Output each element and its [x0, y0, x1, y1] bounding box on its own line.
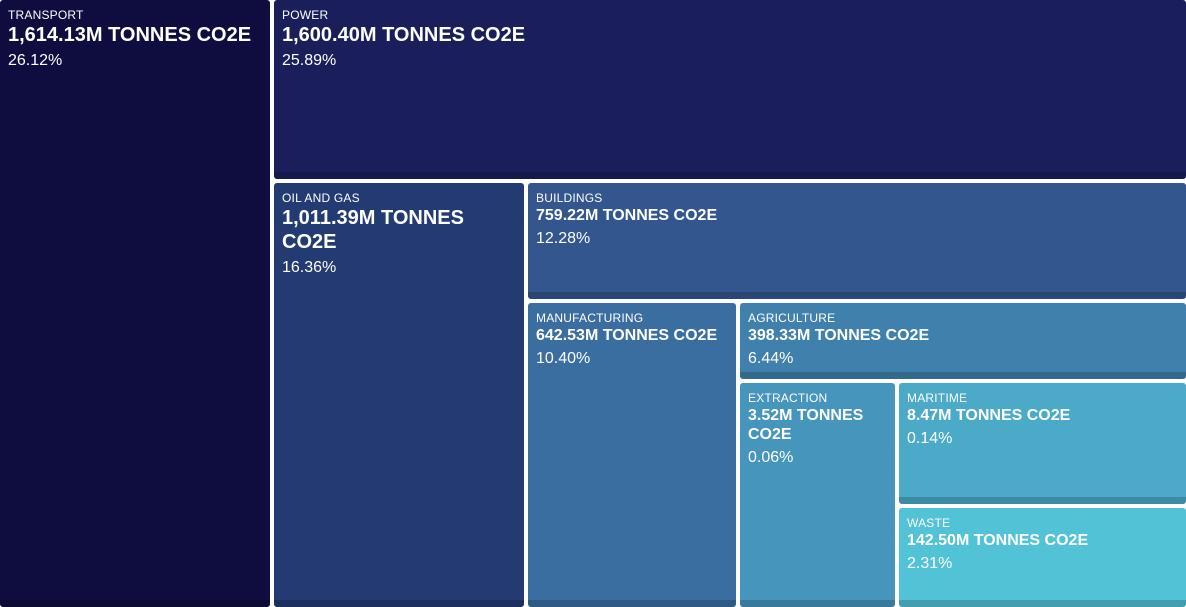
treemap-tile-extraction[interactable]: EXTRACTION 3.52M TONNES CO2E 0.06%	[740, 383, 895, 607]
tile-category-label: MANUFACTURING	[536, 311, 644, 325]
tile-value-label: 8.47M TONNES CO2E	[907, 407, 1071, 424]
tile-value-label: 142.50M TONNES CO2E	[907, 532, 1089, 549]
tile-value-label: 1,011.39M TONNES CO2E	[282, 207, 464, 253]
tile-category-label: OIL AND GAS	[282, 191, 360, 205]
tile-percent-label: 25.89%	[282, 52, 337, 69]
tile-category-label: AGRICULTURE	[748, 311, 836, 325]
tile-percent-label: 12.28%	[536, 230, 591, 248]
tile-percent-label: 16.36%	[282, 259, 337, 276]
tile-value-label: 642.53M TONNES CO2E	[536, 327, 718, 344]
treemap-tile-buildings[interactable]: BUILDINGS 759.22M TONNES CO2E 12.28%	[528, 183, 1186, 299]
tile-percent-label: 0.14%	[907, 430, 953, 448]
tile-value-label: 759.22M TONNES CO2E	[536, 207, 718, 224]
tile-value-label: 1,600.40M TONNES CO2E	[282, 24, 526, 46]
tile-percent-label: 26.12%	[8, 52, 63, 69]
treemap-tile-waste[interactable]: WASTE 142.50M TONNES CO2E 2.31%	[899, 508, 1186, 607]
treemap-tile-agriculture[interactable]: AGRICULTURE 398.33M TONNES CO2E 6.44%	[740, 303, 1186, 379]
tile-percent-label: 6.44%	[748, 350, 794, 368]
treemap-tile-maritime[interactable]: MARITIME 8.47M TONNES CO2E 0.14%	[899, 383, 1186, 504]
tile-value-label: 1,614.13M TONNES CO2E	[8, 24, 252, 46]
tile-category-label: TRANSPORT	[8, 8, 84, 22]
tile-percent-label: 0.06%	[748, 449, 794, 467]
tile-value-label: 398.33M TONNES CO2E	[748, 327, 930, 344]
tile-category-label: EXTRACTION	[748, 391, 828, 405]
tile-category-label: BUILDINGS	[536, 191, 603, 205]
tile-category-label: POWER	[282, 8, 329, 22]
treemap-tile-power[interactable]: POWER 1,600.40M TONNES CO2E 25.89%	[274, 0, 1186, 179]
tile-category-label: WASTE	[907, 516, 951, 530]
treemap-tile-oil-and-gas[interactable]: OIL AND GAS 1,011.39M TONNES CO2E 16.36%	[274, 183, 524, 607]
tile-percent-label: 10.40%	[536, 350, 591, 368]
tile-value-label: 3.52M TONNES CO2E	[748, 407, 864, 444]
treemap-tile-manufacturing[interactable]: MANUFACTURING 642.53M TONNES CO2E 10.40%	[528, 303, 736, 607]
tile-category-label: MARITIME	[907, 391, 968, 405]
treemap-tile-transport[interactable]: TRANSPORT 1,614.13M TONNES CO2E 26.12%	[0, 0, 270, 607]
tile-percent-label: 2.31%	[907, 555, 953, 573]
